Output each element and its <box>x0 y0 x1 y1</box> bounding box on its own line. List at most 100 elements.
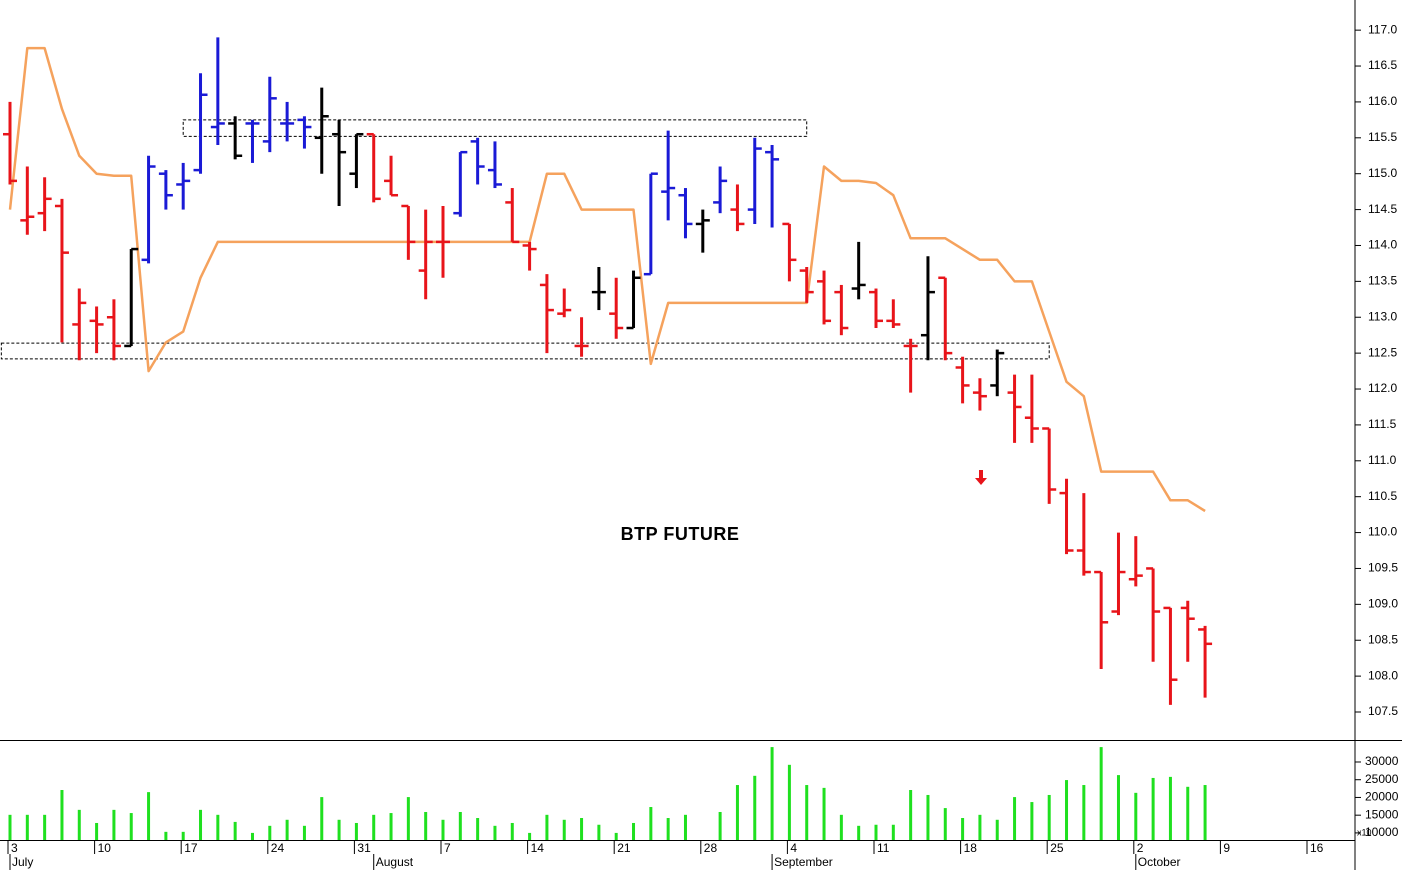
x-tick-label: 11 <box>877 841 890 855</box>
y-tick-label: 114.0 <box>1368 238 1397 252</box>
volume-bar <box>406 797 410 840</box>
y-tick-label: 107.5 <box>1368 704 1398 718</box>
x-tick-label: 31 <box>357 841 371 855</box>
x-tick-label: 25 <box>1050 841 1064 855</box>
y-tick-label: 111.0 <box>1368 453 1397 467</box>
volume-bar <box>95 822 99 840</box>
volume-bar <box>1116 775 1120 840</box>
volume-bar <box>320 797 324 840</box>
price-zone <box>182 119 808 137</box>
volume-bar <box>510 822 514 840</box>
month-label: October <box>1138 855 1181 869</box>
volume-bar <box>1099 747 1103 840</box>
y-tick-label: 113.0 <box>1368 309 1397 323</box>
volume-bar <box>147 792 151 840</box>
volume-bar <box>562 819 566 840</box>
x-tick-label: 9 <box>1223 841 1230 855</box>
volume-tick-label: 15000 <box>1365 807 1399 821</box>
volume-bar <box>787 764 791 840</box>
y-tick-label: 112.5 <box>1368 345 1397 359</box>
volume-bar <box>1186 786 1190 840</box>
volume-bar <box>718 811 722 840</box>
x-tick-label: 3 <box>11 841 18 855</box>
volume-bar <box>493 825 497 840</box>
x-tick-label: 14 <box>531 841 545 855</box>
month-label: September <box>774 855 833 869</box>
volume-bar <box>77 809 81 840</box>
volume-bar <box>683 814 687 840</box>
x-tick-label: 24 <box>271 841 285 855</box>
volume-bar <box>909 790 913 840</box>
x-tick-label: 21 <box>617 841 631 855</box>
y-tick-label: 112.0 <box>1368 381 1397 395</box>
volume-bar <box>285 819 289 840</box>
volume-bar <box>25 814 29 840</box>
volume-bar <box>1082 785 1086 840</box>
volume-bar <box>545 814 549 840</box>
volume-bar <box>822 787 826 840</box>
volume-bar <box>43 814 47 840</box>
volume-bar <box>528 832 532 840</box>
month-label: July <box>12 855 33 869</box>
stop-line <box>8 46 1206 513</box>
volume-bar <box>216 814 220 840</box>
volume-bar <box>1047 794 1051 840</box>
volume-bar <box>839 814 843 840</box>
volume-bar <box>60 790 64 840</box>
volume-bar <box>614 832 618 840</box>
y-tick-label: 110.5 <box>1368 489 1397 503</box>
volume-bar <box>441 819 445 840</box>
signal-arrow <box>975 470 987 485</box>
y-tick-label: 115.5 <box>1368 130 1397 144</box>
volume-bar <box>805 785 809 840</box>
volume-tick-label: 25000 <box>1365 772 1399 786</box>
y-tick-label: 113.5 <box>1368 274 1397 288</box>
y-tick-label: 108.0 <box>1368 668 1398 682</box>
volume-bar <box>199 809 203 840</box>
x-tick-label: 2 <box>1137 841 1144 855</box>
volume-bar <box>1168 776 1172 840</box>
x-tick-label: 28 <box>704 841 718 855</box>
volume-bar <box>961 818 965 840</box>
volume-bar <box>666 818 670 840</box>
y-tick-label: 116.0 <box>1368 94 1397 108</box>
volume-bar <box>164 831 168 840</box>
x-tick-label: 7 <box>444 841 451 855</box>
x-tick-label: 16 <box>1310 841 1324 855</box>
y-tick-label: 109.5 <box>1368 561 1398 575</box>
volume-tick-label: 30000 <box>1365 754 1399 768</box>
volume-bar <box>424 811 428 840</box>
volume-bar <box>372 814 376 840</box>
volume-bar <box>354 822 358 840</box>
x-tick-label: 4 <box>790 841 797 855</box>
volume-bar <box>250 832 254 840</box>
volume-bar <box>926 794 930 840</box>
x-tick-label: 10 <box>98 841 112 855</box>
y-tick-label: 117.0 <box>1368 22 1397 36</box>
volume-tick-label: 20000 <box>1365 790 1399 804</box>
volume-tick-label: 10000 <box>1365 825 1399 839</box>
volume-bar <box>337 819 341 840</box>
y-tick-label: 116.5 <box>1368 58 1397 72</box>
volume-bar <box>129 813 133 840</box>
volume-bar <box>735 785 739 840</box>
y-tick-label: 114.5 <box>1368 202 1397 216</box>
y-tick-label: 115.0 <box>1368 166 1397 180</box>
volume-bar <box>978 814 982 840</box>
volume-unit-label: x10 <box>1357 827 1372 837</box>
volume-bar <box>458 811 462 840</box>
y-tick-label: 109.0 <box>1368 597 1398 611</box>
volume-bar <box>770 747 774 840</box>
volume-bar <box>1065 780 1069 840</box>
volume-bar <box>597 824 601 840</box>
volume-bar <box>874 824 878 840</box>
y-tick-label: 108.5 <box>1368 632 1398 646</box>
volume-bar <box>1030 802 1034 840</box>
volume-bar <box>891 824 895 840</box>
volume-bar <box>112 809 116 840</box>
volume-bar <box>181 831 185 840</box>
volume-bar <box>8 814 12 840</box>
volume-bar <box>1151 777 1155 840</box>
volume-bar <box>1013 797 1017 840</box>
